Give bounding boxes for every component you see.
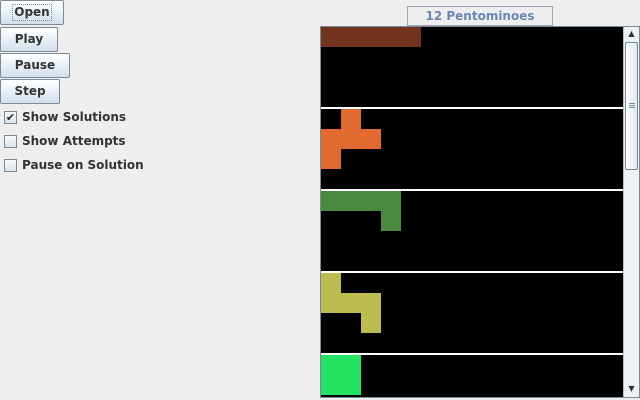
open-button-label: Open [12, 4, 52, 21]
piece-cell [381, 211, 401, 231]
vertical-scrollbar[interactable]: ▲ ▼ [623, 27, 639, 397]
pause-button[interactable]: Pause [0, 53, 70, 78]
show-attempts-check-box [4, 134, 17, 148]
open-button[interactable]: Open [0, 0, 64, 25]
panel-divider [321, 107, 623, 109]
pentominoes-loaded-status: 12 Pentominoes Loaded [407, 6, 553, 41]
step-button[interactable]: Step [0, 79, 60, 104]
scroll-thumb[interactable] [625, 42, 638, 170]
play-button[interactable]: Play [0, 27, 58, 52]
piece-panel-p[interactable] [321, 355, 623, 397]
panel-divider [321, 271, 623, 273]
scroll-down-arrow-icon[interactable]: ▼ [628, 384, 635, 393]
piece-cell [341, 109, 361, 129]
panel-divider [321, 353, 623, 355]
piece-cell [321, 129, 381, 149]
piece-cell [321, 27, 421, 47]
scroll-thumb-grip [629, 103, 635, 104]
pentomino-list-viewport [321, 27, 623, 397]
pause-on-solution-checkbox[interactable]: Pause on Solution [4, 156, 144, 174]
piece-cell [321, 293, 381, 313]
piece-cell [321, 149, 341, 169]
show-attempts-label: Show Attempts [22, 134, 126, 148]
pause-on-solution-label: Pause on Solution [22, 158, 144, 172]
show-attempts-checkbox[interactable]: Show Attempts [4, 132, 126, 150]
scroll-thumb-grip [629, 105, 635, 106]
piece-cell [321, 273, 341, 293]
show-solutions-label: Show Solutions [22, 110, 127, 124]
piece-panel-z[interactable] [321, 273, 623, 353]
piece-panel-f[interactable] [321, 109, 623, 189]
check-mark-icon: ✔ [5, 110, 16, 124]
scroll-thumb-grip [629, 107, 635, 108]
piece-cell [361, 313, 381, 333]
piece-cell [321, 355, 361, 395]
piece-cell [321, 191, 401, 211]
show-solutions-check-box: ✔ [4, 110, 17, 124]
piece-panel-l[interactable] [321, 191, 623, 271]
show-solutions-checkbox[interactable]: ✔ Show Solutions [4, 108, 126, 126]
panel-divider [321, 189, 623, 191]
pentomino-list-scrollpane[interactable]: ▲ ▼ [320, 26, 640, 398]
piece-panel-i[interactable] [321, 27, 623, 107]
pause-on-solution-check-box [4, 158, 17, 172]
scroll-up-arrow-icon[interactable]: ▲ [628, 29, 635, 38]
